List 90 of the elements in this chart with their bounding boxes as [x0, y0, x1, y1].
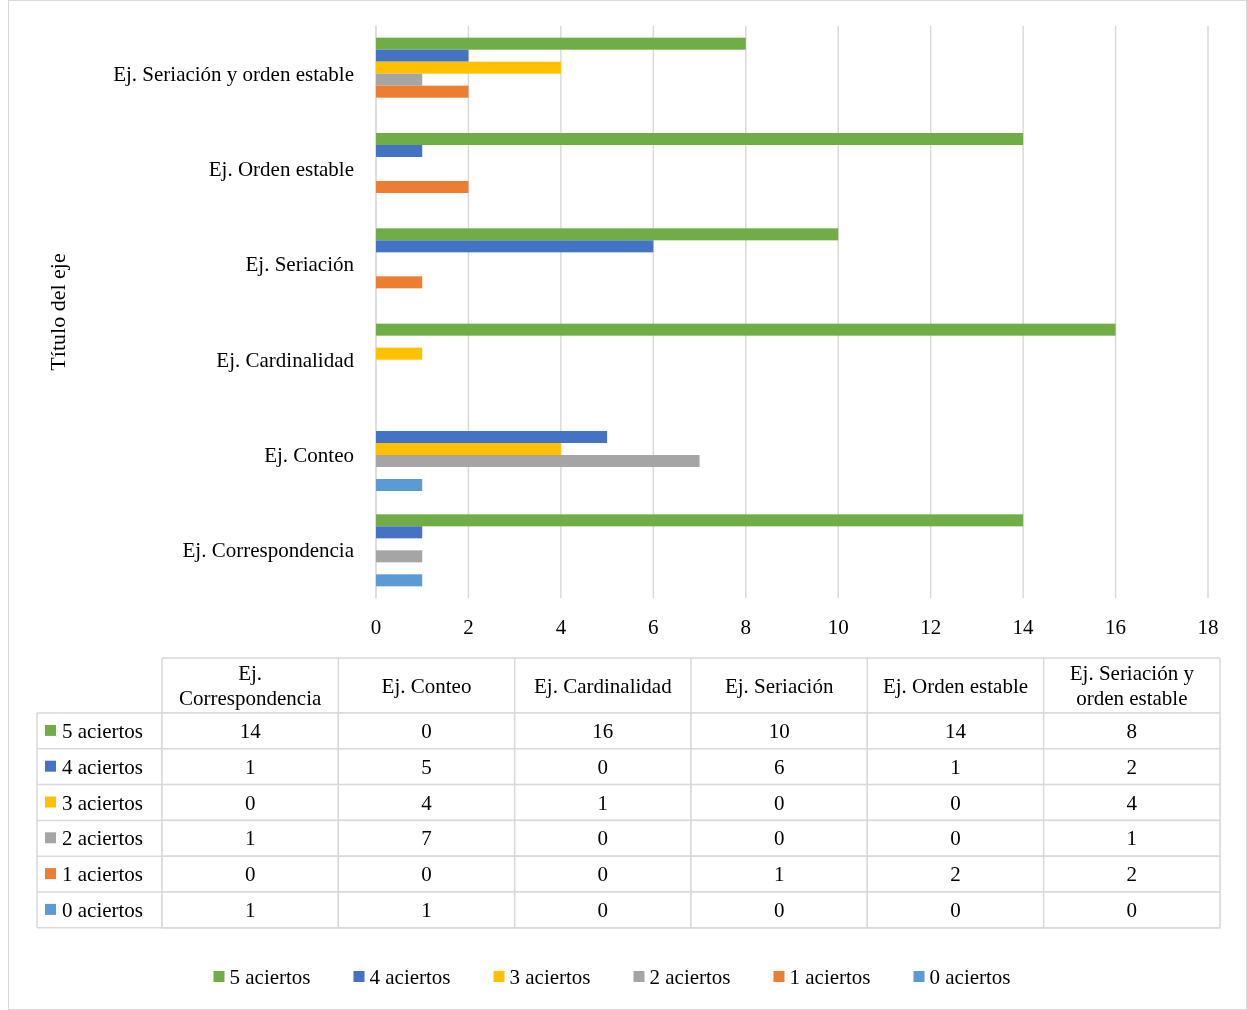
y-tick-label: 0 aciertos — [62, 897, 144, 922]
legend-label: 4 aciertos — [369, 965, 451, 989]
bar — [376, 49, 469, 62]
x-tick-label: 6 — [648, 615, 659, 639]
data-label: 5 — [421, 754, 432, 779]
x-tick-label: 10 — [827, 615, 849, 639]
bar — [376, 61, 561, 74]
data-label: 1 — [244, 826, 256, 851]
x-tick-label: 0 — [370, 615, 382, 639]
data-label: 6 — [773, 754, 785, 779]
data-label: 14 — [945, 718, 967, 743]
data-label: 4 — [1126, 790, 1138, 815]
y-axis-title: Título del eje — [45, 253, 70, 371]
bar — [376, 133, 1024, 145]
data-label: 2 — [950, 862, 961, 887]
data-label: 4 — [421, 790, 433, 815]
data-label: 1 — [950, 754, 961, 779]
bar — [376, 431, 608, 443]
data-label: 0 — [773, 826, 785, 851]
x-tick-label: Ej. Orden estable — [882, 673, 1029, 698]
data-label: 1 — [244, 754, 256, 779]
bar — [376, 526, 423, 539]
y-tick-label: Ej. Orden estable — [208, 157, 354, 181]
y-tick-label: Ej. Correspondencia — [182, 538, 355, 563]
data-label: 0 — [597, 754, 609, 779]
y-tick-label: Ej. Cardinalidad — [216, 347, 355, 372]
bar — [376, 181, 469, 193]
bar — [376, 37, 746, 50]
data-label: 1 — [597, 790, 609, 815]
data-label: 1 — [421, 897, 432, 922]
data-label: 0 — [421, 862, 432, 887]
y-tick-label: 1 aciertos — [62, 862, 144, 887]
data-label: 0 — [597, 826, 609, 851]
bar — [376, 145, 423, 157]
legend-label: 1 aciertos — [789, 965, 871, 989]
data-label: 2 — [1126, 862, 1138, 887]
bar — [376, 240, 654, 253]
bar — [376, 276, 423, 289]
data-label: 1 — [773, 862, 785, 887]
x-tick-label: 18 — [1197, 615, 1219, 639]
x-tick-label: Ej. Seriación y orden estable — [1069, 661, 1195, 710]
data-label: 0 — [244, 862, 256, 887]
bar — [376, 73, 423, 86]
bar — [376, 479, 423, 491]
x-tick-label: 16 — [1105, 615, 1127, 639]
data-label: 0 — [244, 790, 256, 815]
legend-label: 3 aciertos — [509, 965, 591, 989]
y-tick-label: 3 aciertos — [62, 790, 144, 815]
bar — [376, 347, 423, 360]
bar — [376, 550, 423, 563]
y-tick-label: 2 aciertos — [62, 826, 144, 851]
y-tick-label: Ej. Conteo — [264, 443, 354, 467]
data-label: 0 — [1126, 897, 1138, 922]
bar — [376, 574, 423, 587]
data-label: 1 — [244, 897, 256, 922]
data-label: 0 — [950, 826, 961, 851]
data-label: 14 — [239, 718, 262, 743]
x-tick-label: Ej. Cardinalidad — [534, 673, 673, 698]
x-tick-label: 12 — [920, 615, 942, 639]
legend-label: 2 aciertos — [649, 965, 731, 989]
bar — [376, 443, 561, 455]
data-label: 0 — [421, 718, 432, 743]
x-tick-label: 2 — [463, 615, 474, 639]
bar — [376, 514, 1024, 527]
y-tick-label: 5 aciertos — [62, 718, 144, 743]
bar — [376, 323, 1116, 336]
bar — [376, 85, 469, 98]
data-label: 0 — [950, 790, 961, 815]
data-label: 0 — [773, 790, 785, 815]
bar — [376, 228, 839, 241]
data-label: 0 — [950, 897, 961, 922]
x-tick-label: 4 — [555, 615, 567, 639]
y-tick-label: 4 aciertos — [62, 754, 144, 779]
data-label: 16 — [592, 718, 614, 743]
x-tick-label: Ej. Seriación — [724, 673, 834, 698]
data-label: 0 — [773, 897, 785, 922]
data-label: 1 — [1126, 826, 1138, 851]
y-tick-label: Ej. Seriación — [245, 252, 355, 277]
data-label: 7 — [421, 826, 432, 851]
x-tick-label: 8 — [740, 615, 752, 639]
data-label: 2 — [1126, 754, 1138, 779]
data-label: 0 — [597, 897, 609, 922]
data-label: 10 — [768, 718, 790, 743]
x-tick-label: Ej. Conteo — [381, 673, 472, 698]
bar — [376, 455, 700, 467]
data-label: 8 — [1126, 718, 1138, 743]
y-tick-label: Ej. Seriación y orden estable — [113, 61, 354, 86]
legend-label: 0 aciertos — [929, 965, 1011, 989]
x-tick-label: 14 — [1012, 615, 1035, 639]
data-label: 0 — [597, 862, 609, 887]
